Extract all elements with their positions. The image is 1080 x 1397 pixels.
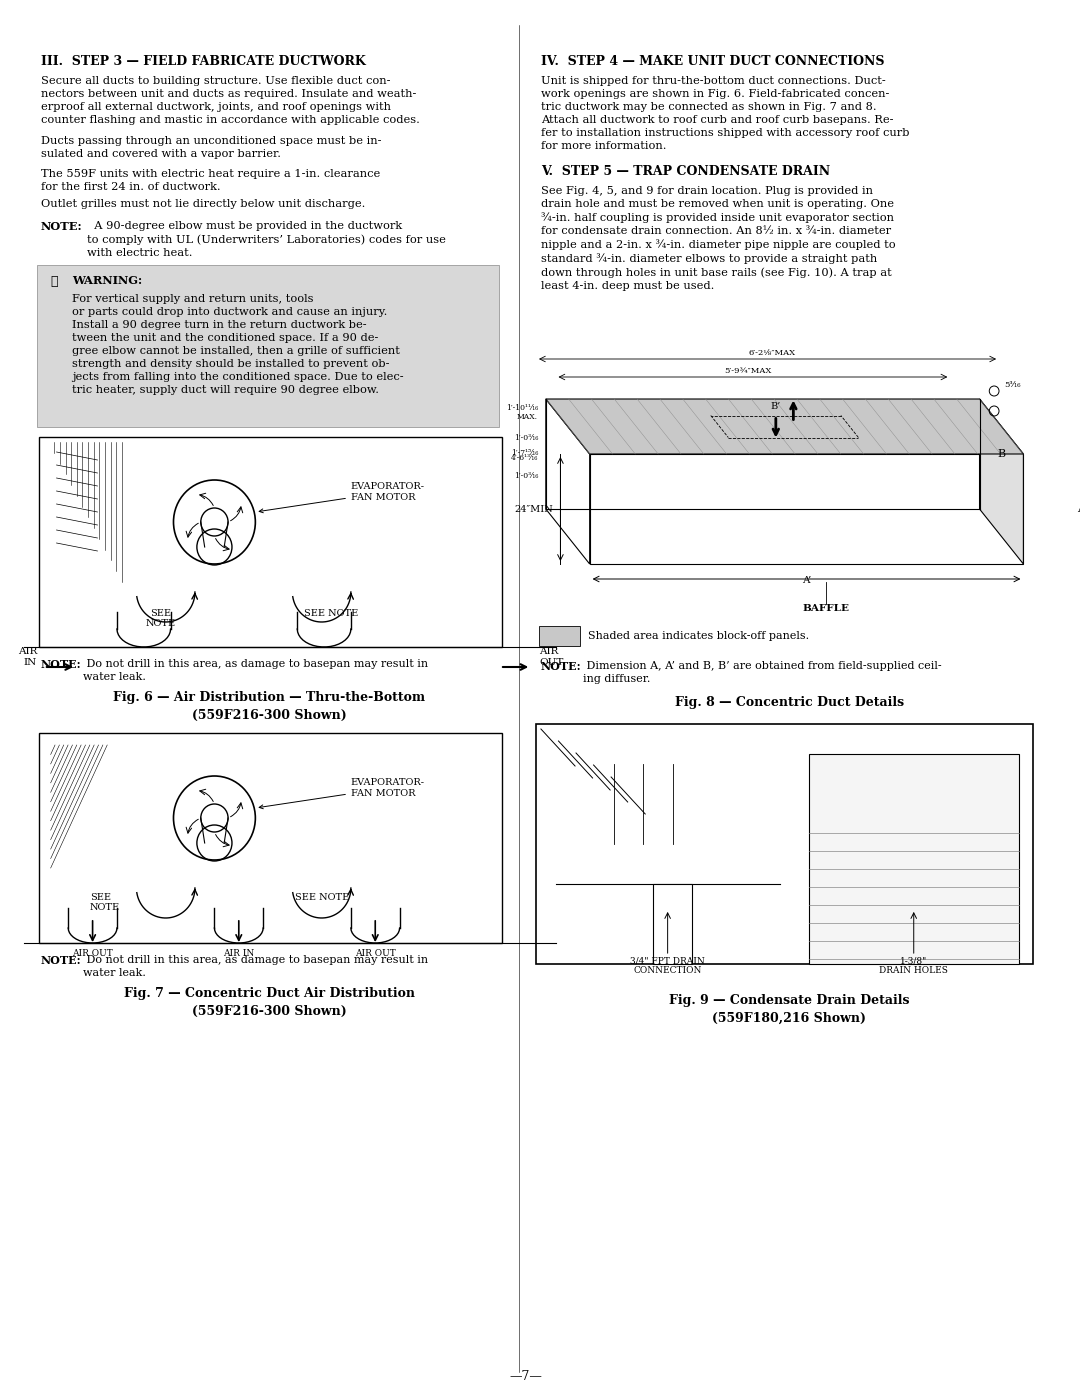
Text: AIR
IN: AIR IN: [17, 647, 37, 666]
Polygon shape: [980, 400, 1024, 564]
Text: Ducts passing through an unconditioned space must be in-
sulated and covered wit: Ducts passing through an unconditioned s…: [41, 136, 381, 159]
Polygon shape: [545, 400, 590, 564]
Text: A: A: [1077, 504, 1080, 514]
Text: Do not drill in this area, as damage to basepan may result in
water leak.: Do not drill in this area, as damage to …: [83, 659, 428, 682]
Text: Fig. 9 — Condensate Drain Details: Fig. 9 — Condensate Drain Details: [670, 995, 909, 1007]
Text: Fig. 7 — Concentric Duct Air Distribution: Fig. 7 — Concentric Duct Air Distributio…: [123, 988, 415, 1000]
Text: 3/4" FPT DRAIN
CONNECTION: 3/4" FPT DRAIN CONNECTION: [631, 956, 705, 975]
Text: III.  STEP 3 — FIELD FABRICATE DUCTWORK: III. STEP 3 — FIELD FABRICATE DUCTWORK: [41, 54, 366, 68]
Bar: [39, 437, 502, 647]
Text: ⚠: ⚠: [51, 275, 58, 288]
Bar: [39, 733, 502, 943]
Text: EVAPORATOR-
FAN MOTOR: EVAPORATOR- FAN MOTOR: [259, 778, 424, 809]
Bar: [539, 626, 580, 645]
Text: (559F180,216 Shown): (559F180,216 Shown): [713, 1011, 866, 1024]
Text: NOTE:: NOTE:: [541, 661, 581, 672]
Text: V.  STEP 5 — TRAP CONDENSATE DRAIN: V. STEP 5 — TRAP CONDENSATE DRAIN: [541, 165, 831, 177]
Polygon shape: [545, 400, 1024, 454]
Text: 1′-10¹¹⁄₁₆
MAX.: 1′-10¹¹⁄₁₆ MAX.: [505, 404, 538, 422]
Text: 5′-9¾″MAX: 5′-9¾″MAX: [725, 367, 772, 374]
Text: IV.  STEP 4 — MAKE UNIT DUCT CONNECTIONS: IV. STEP 4 — MAKE UNIT DUCT CONNECTIONS: [541, 54, 885, 68]
Text: 1-3/8"
DRAIN HOLES: 1-3/8" DRAIN HOLES: [879, 956, 948, 975]
Text: Outlet grilles must not lie directly below unit discharge.: Outlet grilles must not lie directly bel…: [41, 198, 365, 210]
Text: SEE
NOTE: SEE NOTE: [146, 609, 176, 629]
Text: B: B: [997, 448, 1005, 460]
Text: A 90-degree elbow must be provided in the ductwork
to comply with UL (Underwrite: A 90-degree elbow must be provided in th…: [86, 221, 446, 258]
Text: NOTE:: NOTE:: [41, 221, 82, 232]
Bar: [536, 724, 1034, 964]
Text: SEE NOTE: SEE NOTE: [305, 609, 359, 617]
Text: 6′-2⅛″MAX: 6′-2⅛″MAX: [748, 349, 796, 358]
Text: (559F216-300 Shown): (559F216-300 Shown): [191, 708, 347, 721]
Text: B’: B’: [771, 401, 781, 411]
Text: The 559F units with electric heat require a 1-in. clearance
for the first 24 in.: The 559F units with electric heat requir…: [41, 169, 380, 191]
Text: 24″MIN: 24″MIN: [514, 504, 553, 514]
Text: WARNING:: WARNING:: [72, 275, 143, 286]
Text: Fig. 6 — Air Distribution — Thru-the-Bottom: Fig. 6 — Air Distribution — Thru-the-Bot…: [113, 692, 426, 704]
Polygon shape: [590, 454, 1024, 564]
Bar: [809, 754, 1018, 964]
Text: Shaded area indicates block-off panels.: Shaded area indicates block-off panels.: [588, 631, 809, 641]
Text: 1′-0³⁄₁₆: 1′-0³⁄₁₆: [514, 434, 538, 441]
Text: SEE NOTE: SEE NOTE: [295, 893, 349, 902]
Text: (559F216-300 Shown): (559F216-300 Shown): [191, 1004, 347, 1017]
Text: EVAPORATOR-
FAN MOTOR: EVAPORATOR- FAN MOTOR: [259, 482, 424, 513]
Text: A’: A’: [801, 576, 811, 585]
Text: Secure all ducts to building structure. Use flexible duct con-
nectors between u: Secure all ducts to building structure. …: [41, 75, 420, 126]
Bar: [653, 884, 692, 964]
Text: See Fig. 4, 5, and 9 for drain location. Plug is provided in
drain hole and must: See Fig. 4, 5, and 9 for drain location.…: [541, 186, 895, 291]
Text: Do not drill in this area, as damage to basepan may result in
water leak.: Do not drill in this area, as damage to …: [83, 956, 428, 978]
Text: 4′-6¹³⁄₁₆: 4′-6¹³⁄₁₆: [511, 454, 538, 462]
Text: 5³⁄₁₆: 5³⁄₁₆: [1004, 381, 1021, 388]
Text: 1′-0³⁄₁₆: 1′-0³⁄₁₆: [514, 472, 538, 481]
Text: NOTE:: NOTE:: [41, 956, 82, 965]
Text: Dimension A, A’ and B, B’ are obtained from field-supplied ceil-
ing diffuser.: Dimension A, A’ and B, B’ are obtained f…: [583, 661, 942, 685]
Text: NOTE:: NOTE:: [41, 659, 82, 671]
Text: AIR OUT: AIR OUT: [355, 949, 395, 958]
Text: Fig. 8 — Concentric Duct Details: Fig. 8 — Concentric Duct Details: [675, 696, 904, 710]
Text: Unit is shipped for thru-the-bottom duct connections. Duct-
work openings are sh: Unit is shipped for thru-the-bottom duct…: [541, 75, 909, 151]
Text: For vertical supply and return units, tools
or parts could drop into ductwork an: For vertical supply and return units, to…: [72, 293, 404, 395]
FancyBboxPatch shape: [37, 265, 499, 427]
Text: BAFFLE: BAFFLE: [802, 604, 850, 613]
Text: AIR IN: AIR IN: [224, 949, 255, 958]
Text: —7—: —7—: [510, 1370, 543, 1383]
Text: SEE
NOTE: SEE NOTE: [90, 893, 120, 912]
Text: 1′-7¹⁵⁄₁₆: 1′-7¹⁵⁄₁₆: [511, 448, 538, 457]
Text: AIR
OUT: AIR OUT: [539, 647, 564, 666]
Text: AIR OUT: AIR OUT: [72, 949, 113, 958]
